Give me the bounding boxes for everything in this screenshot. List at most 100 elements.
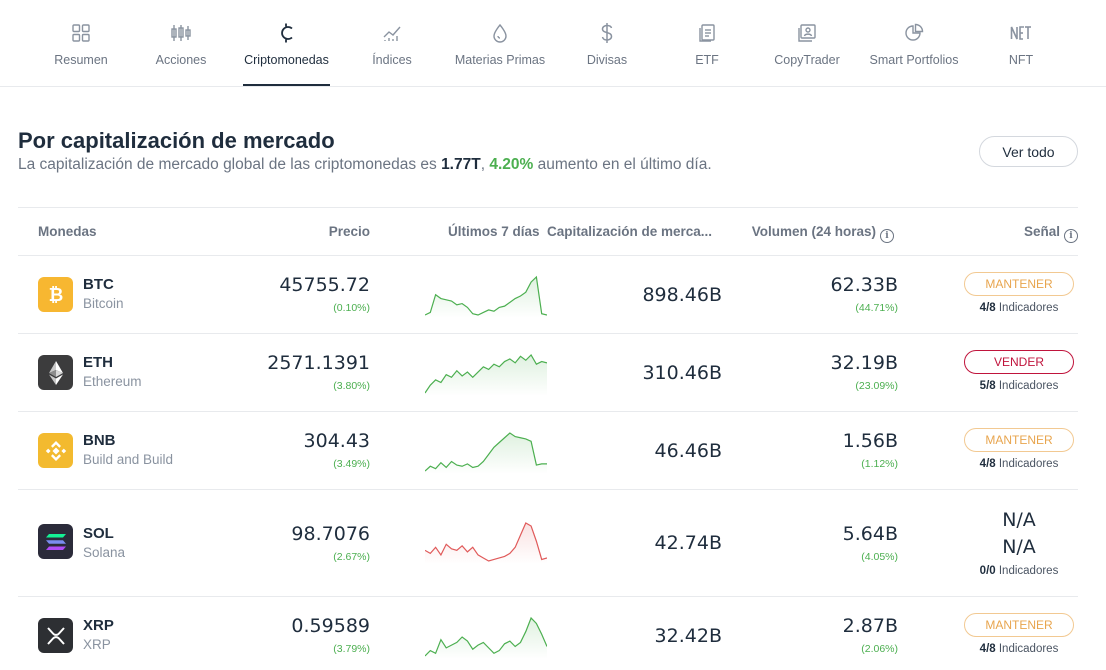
tab-label: Acciones: [155, 53, 207, 67]
price-change: (3.79%): [333, 643, 370, 655]
coin-symbol: SOL: [83, 525, 114, 542]
tab-label: ETF: [695, 53, 719, 67]
crypto-table: Monedas Precio Últimos 7 días Capitaliza…: [18, 207, 1078, 670]
volume-change: (23.09%): [855, 380, 898, 392]
crypto-icon: [276, 22, 298, 44]
volume-change: (44.71%): [855, 302, 898, 314]
tab-label: Smart Portfolios: [869, 53, 959, 67]
indicators-count: 5/8 Indicadores: [979, 380, 1059, 392]
coin-symbol: BTC: [83, 276, 114, 293]
market-cap-change: 4.20%: [489, 156, 534, 173]
tab-etf[interactable]: ETF: [690, 0, 724, 87]
coin-name: Solana: [83, 545, 126, 560]
volume-change: (2.06%): [861, 643, 898, 655]
tab-label: NFT: [1008, 53, 1034, 67]
tab-copytrader[interactable]: CopyTrader: [773, 0, 841, 87]
table-header: Monedas Precio Últimos 7 días Capitaliza…: [18, 207, 1078, 256]
table-row-xrp[interactable]: XRP XRP 0.59589 (3.79%) 32.42B 2.87B (2.…: [18, 597, 1078, 670]
price-change: (0.10%): [333, 302, 370, 314]
sparkline-area: [425, 433, 547, 474]
bitcoin-icon: ₿: [38, 277, 73, 312]
tab-criptomonedas[interactable]: Criptomonedas: [243, 0, 330, 87]
table-row-btc[interactable]: ₿ BTC Bitcoin 45755.72 (0.10%) 898.46B 6…: [18, 256, 1078, 334]
column-header-market-cap[interactable]: Capitalización de merca...: [547, 224, 713, 239]
volume-change: (4.05%): [861, 551, 898, 563]
svg-text:₿: ₿: [48, 285, 63, 305]
view-all-button[interactable]: Ver todo: [979, 136, 1078, 167]
volume-value: 1.56B: [842, 430, 898, 452]
indicators-count: 4/8 Indicadores: [979, 643, 1059, 655]
coin-price: 304.43: [303, 430, 370, 452]
coin-name: XRP: [83, 637, 111, 652]
sparkline-chart: [425, 275, 547, 318]
candlestick-icon: [170, 22, 192, 44]
solana-icon: [38, 524, 73, 559]
bnb-icon: [38, 433, 73, 468]
sparkline-line: [425, 354, 547, 394]
volume-change: (1.12%): [861, 458, 898, 470]
market-cap-value: 42.74B: [654, 532, 722, 554]
signal-na: N/A: [1002, 536, 1036, 558]
market-cap-value: 898.46B: [642, 284, 722, 306]
sparkline-area: [425, 355, 547, 396]
document-icon: [696, 22, 718, 44]
global-market-cap: 1.77T: [441, 156, 481, 173]
market-cap-value: 46.46B: [654, 440, 722, 462]
coin-name: Ethereum: [83, 374, 142, 389]
sparkline-chart: [425, 432, 547, 474]
nft-icon: [1010, 22, 1032, 44]
coin-price: 0.59589: [291, 615, 370, 637]
tab-nft[interactable]: NFT: [1003, 0, 1039, 87]
signal-badge[interactable]: MANTENER: [964, 613, 1074, 637]
sparkline-line: [425, 522, 547, 562]
tab-label: Resumen: [54, 53, 108, 67]
tab-acciones[interactable]: Acciones: [150, 0, 212, 87]
market-cap-value: 310.46B: [642, 362, 722, 384]
column-header-signal[interactable]: Señal i: [1024, 224, 1078, 243]
table-row-bnb[interactable]: BNB Build and Build 304.43 (3.49%) 46.46…: [18, 412, 1078, 490]
column-header-last-7-days[interactable]: Últimos 7 días: [448, 224, 540, 239]
sparkline-chart: [425, 616, 547, 659]
sparkline-area: [425, 618, 547, 659]
signal-badge[interactable]: MANTENER: [964, 428, 1074, 452]
signal-badge[interactable]: MANTENER: [964, 272, 1074, 296]
column-header-price[interactable]: Precio: [328, 224, 370, 239]
coin-price: 45755.72: [279, 274, 370, 296]
volume-value: 62.33B: [830, 274, 898, 296]
page-title: Por capitalización de mercado: [18, 128, 335, 153]
pie-chart-icon: [903, 22, 925, 44]
price-change: (2.67%): [333, 551, 370, 563]
tab-label: Materias Primas: [454, 53, 546, 67]
sparkline-area: [425, 277, 547, 318]
volume-value: 32.19B: [830, 352, 898, 374]
xrp-icon: [38, 618, 73, 653]
tab-label: Índices: [372, 53, 412, 67]
table-row-eth[interactable]: ETH Ethereum 2571.1391 (3.80%) 310.46B 3…: [18, 334, 1078, 412]
sparkline-chart: [425, 354, 547, 396]
column-header-volume[interactable]: Volumen (24 horas) i: [752, 224, 894, 243]
sparkline-chart: [425, 522, 547, 564]
coin-price: 98.7076: [291, 523, 370, 545]
info-icon[interactable]: i: [880, 229, 894, 243]
coin-symbol: ETH: [83, 354, 113, 371]
tab-materias-primas[interactable]: Materias Primas: [452, 0, 548, 87]
ethereum-icon: [38, 355, 73, 390]
sparkline-line: [425, 275, 547, 316]
price-change: (3.49%): [333, 458, 370, 470]
tab-label: Criptomonedas: [244, 53, 329, 67]
grid-icon: [70, 22, 92, 44]
signal-badge[interactable]: VENDER: [964, 350, 1074, 374]
market-cap-value: 32.42B: [654, 625, 722, 647]
tab-resumen[interactable]: Resumen: [50, 0, 112, 87]
tab-divisas[interactable]: Divisas: [585, 0, 629, 87]
tab-indices[interactable]: Índices: [370, 0, 414, 87]
tab-smart-portfolios[interactable]: Smart Portfolios: [867, 0, 961, 87]
info-icon[interactable]: i: [1064, 229, 1078, 243]
market-cap-summary: La capitalización de mercado global de l…: [18, 156, 712, 173]
tab-label: CopyTrader: [774, 53, 840, 67]
drop-icon: [489, 22, 511, 44]
column-header-coins[interactable]: Monedas: [38, 224, 97, 239]
table-row-sol[interactable]: SOL Solana 98.7076 (2.67%) 42.74B 5.64B …: [18, 490, 1078, 597]
indicators-count: 4/8 Indicadores: [979, 458, 1059, 470]
volume-value: 2.87B: [842, 615, 898, 637]
